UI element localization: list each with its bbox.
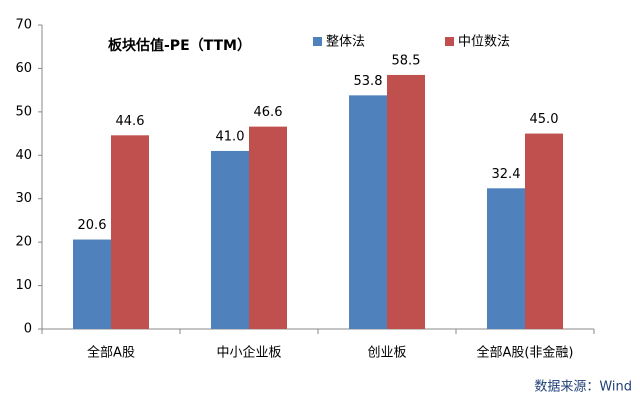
- legend-label: 整体法: [326, 35, 365, 50]
- y-tick-label: 10: [15, 278, 32, 293]
- y-tick-label: 40: [15, 148, 32, 163]
- bar: [211, 150, 249, 329]
- legend-swatch: [445, 37, 454, 46]
- legend-swatch: [313, 37, 322, 46]
- chart-title: 板块估值-PE（TTM）: [108, 37, 251, 54]
- source-note: 数据来源：Wind: [534, 380, 632, 395]
- y-tick-label: 50: [15, 104, 32, 119]
- bar: [487, 188, 525, 329]
- value-label: 41.0: [216, 129, 245, 144]
- bar: [387, 74, 425, 329]
- x-tick-label: 创业板: [367, 346, 406, 361]
- x-tick-label: 全部A股: [87, 345, 135, 361]
- value-label: 45.0: [530, 112, 559, 127]
- x-tick-label: 全部A股(非金融): [476, 345, 573, 361]
- y-tick-label: 30: [15, 191, 32, 206]
- bar: [349, 95, 387, 330]
- y-tick-label: 60: [15, 61, 32, 76]
- y-tick-label: 20: [15, 235, 32, 250]
- y-tick-label: 0: [24, 322, 32, 337]
- bar: [525, 133, 563, 329]
- value-label: 20.6: [78, 218, 107, 233]
- bar: [111, 135, 149, 329]
- legend-label: 中位数法: [458, 35, 510, 50]
- y-tick-label: 70: [15, 18, 32, 33]
- bar: [249, 126, 287, 329]
- value-label: 44.6: [116, 114, 145, 129]
- value-label: 53.8: [354, 74, 383, 89]
- x-tick-label: 中小企业板: [216, 345, 281, 361]
- value-label: 32.4: [492, 167, 521, 182]
- bar: [73, 239, 111, 329]
- value-label: 46.6: [254, 105, 283, 120]
- value-label: 58.5: [392, 53, 421, 68]
